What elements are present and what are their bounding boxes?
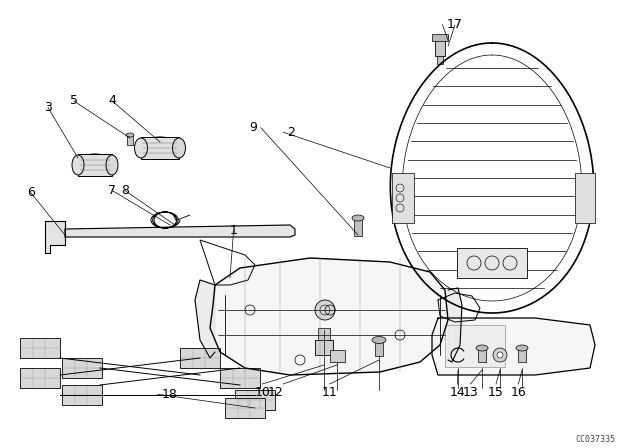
Ellipse shape (134, 138, 147, 158)
Text: 11: 11 (322, 385, 337, 399)
Circle shape (497, 352, 503, 358)
FancyBboxPatch shape (20, 338, 60, 358)
Polygon shape (448, 288, 462, 362)
Bar (141, 137, 179, 159)
Text: 8: 8 (121, 184, 129, 197)
Text: 16: 16 (511, 385, 526, 399)
Bar (354, 218, 362, 236)
Text: CC037335: CC037335 (575, 435, 615, 444)
Ellipse shape (106, 155, 118, 175)
Bar (330, 350, 345, 362)
Polygon shape (210, 258, 448, 375)
Polygon shape (65, 225, 295, 237)
Text: 15: 15 (488, 385, 504, 399)
FancyBboxPatch shape (180, 348, 220, 368)
Bar (445, 325, 505, 367)
FancyBboxPatch shape (62, 385, 102, 405)
Polygon shape (390, 43, 594, 313)
FancyBboxPatch shape (62, 358, 102, 378)
Ellipse shape (352, 215, 364, 221)
Text: 1: 1 (230, 224, 237, 237)
FancyBboxPatch shape (220, 368, 260, 388)
Text: 5: 5 (70, 94, 77, 108)
Bar (318, 328, 330, 340)
Bar (457, 248, 527, 278)
Bar (78, 154, 112, 176)
Text: 12: 12 (268, 385, 283, 399)
FancyBboxPatch shape (225, 398, 265, 418)
Ellipse shape (141, 137, 179, 159)
Ellipse shape (372, 336, 386, 344)
Text: 4: 4 (108, 94, 116, 108)
Bar (127, 135, 133, 145)
Bar (518, 348, 526, 362)
Circle shape (315, 300, 335, 320)
Bar (375, 340, 383, 356)
Polygon shape (432, 318, 595, 375)
Ellipse shape (173, 138, 186, 158)
Bar (437, 56, 443, 64)
Text: 6: 6 (27, 186, 35, 199)
Ellipse shape (126, 133, 134, 137)
Ellipse shape (516, 345, 528, 351)
Text: 13: 13 (463, 385, 478, 399)
Text: 2: 2 (287, 125, 295, 139)
Text: 9: 9 (249, 121, 257, 134)
Text: 7: 7 (108, 184, 116, 197)
Bar (315, 340, 333, 355)
FancyBboxPatch shape (20, 368, 60, 388)
Ellipse shape (77, 154, 113, 176)
Bar (432, 34, 448, 41)
Bar (575, 173, 595, 223)
FancyBboxPatch shape (235, 390, 275, 410)
Polygon shape (195, 280, 215, 358)
Ellipse shape (72, 155, 84, 175)
Text: 10: 10 (255, 385, 270, 399)
Text: 3: 3 (44, 101, 52, 114)
Polygon shape (45, 221, 65, 253)
Text: 14: 14 (450, 385, 465, 399)
Bar (478, 348, 486, 362)
Text: 18: 18 (162, 388, 177, 401)
Text: 17: 17 (447, 18, 462, 31)
Bar (435, 38, 445, 56)
Bar (392, 173, 414, 223)
Ellipse shape (476, 345, 488, 351)
Circle shape (493, 348, 507, 362)
